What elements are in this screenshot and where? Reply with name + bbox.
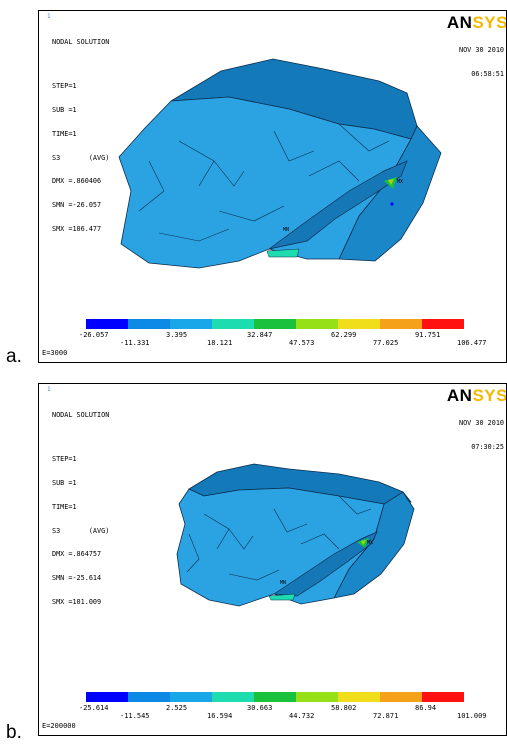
- legend-swatch: [170, 692, 212, 702]
- legend-swatch: [86, 692, 128, 702]
- clock-label: 07:30:25: [471, 442, 504, 451]
- stress-contour-model[interactable]: MX MN: [39, 11, 507, 311]
- mx-marker: MX: [397, 179, 403, 185]
- sub-label: SUB =1: [52, 106, 77, 115]
- dmx-label: DMX =.864757: [52, 550, 102, 559]
- panel-b-caption: b.: [6, 722, 22, 743]
- legend-swatch: [128, 692, 170, 702]
- legend-swatch: [338, 692, 380, 702]
- smx-label: SMX =106.477: [52, 224, 102, 233]
- legend-swatch: [296, 692, 338, 702]
- time-label: TIME=1: [52, 129, 77, 138]
- legend-tick-label: 72.871: [373, 712, 399, 720]
- timestamp: NOV 30 2010 07:30:25: [459, 404, 504, 467]
- timestamp: NOV 30 2010 06:58:51: [459, 31, 504, 94]
- legend-swatch: [296, 319, 338, 329]
- legend-swatch: [380, 692, 422, 702]
- legend-tick-label: 16.594: [207, 712, 233, 720]
- legend-swatch: [170, 319, 212, 329]
- legend-tick-label: -11.545: [120, 712, 150, 720]
- legend-tick-label: 106.477: [457, 339, 487, 347]
- legend-tick-label: 3.395: [166, 331, 188, 339]
- legend-tick-label: 77.025: [373, 339, 399, 347]
- dmx-label: DMX =.860406: [52, 177, 102, 186]
- window-number: 1: [47, 13, 51, 20]
- legend-tick-label: 47.573: [289, 339, 315, 347]
- mn-marker: MN: [280, 580, 286, 586]
- stress-contour-model[interactable]: MX MN: [39, 384, 507, 684]
- step-label: STEP=1: [52, 82, 77, 91]
- legend-tick-label: 91.751: [415, 331, 441, 339]
- plot-title: NODAL SOLUTION: [52, 410, 110, 419]
- ansys-logo: ANSYS: [446, 386, 507, 405]
- plot-title: NODAL SOLUTION: [52, 37, 110, 46]
- elastic-modulus-label: E=200000: [42, 722, 76, 730]
- legend-swatch: [212, 692, 254, 702]
- mx-marker: MX: [367, 540, 373, 546]
- date-label: NOV 30 2010: [458, 418, 504, 427]
- result-label: S3 (AVG): [52, 526, 110, 535]
- legend-swatch: [422, 692, 464, 702]
- smx-label: SMX =101.009: [52, 597, 102, 606]
- result-label: S3 (AVG): [52, 153, 110, 162]
- mn-marker: MN: [283, 227, 289, 233]
- elastic-modulus-label: E=3000: [42, 349, 68, 357]
- legend-swatch: [128, 319, 170, 329]
- legend-tick-label: 58.802: [331, 704, 357, 712]
- legend-tick-label: -25.614: [79, 704, 109, 712]
- step-label: STEP=1: [52, 455, 77, 464]
- legend-tick-label: 32.847: [247, 331, 273, 339]
- contour-legend-bar: [86, 319, 464, 329]
- legend-swatch: [422, 319, 464, 329]
- legend-swatch: [380, 319, 422, 329]
- clock-label: 06:58:51: [471, 69, 504, 78]
- panel-a-caption: a.: [6, 346, 22, 367]
- time-label: TIME=1: [52, 502, 77, 511]
- legend-swatch: [254, 692, 296, 702]
- legend-tick-label: 2.525: [166, 704, 188, 712]
- info-block: NODAL SOLUTION STEP=1 SUB =1 TIME=1 S3 (…: [52, 396, 109, 622]
- legend-swatch: [212, 319, 254, 329]
- contour-legend-bar: [86, 692, 464, 702]
- legend-tick-label: 18.121: [207, 339, 233, 347]
- info-block: NODAL SOLUTION STEP=1 SUB =1 TIME=1 S3 (…: [52, 23, 109, 249]
- ansys-viewport-b[interactable]: 1 NODAL SOLUTION STEP=1 SUB =1 TIME=1 S3…: [38, 383, 507, 736]
- legend-tick-label: 30.663: [247, 704, 273, 712]
- window-number: 1: [47, 386, 51, 393]
- sub-label: SUB =1: [52, 479, 77, 488]
- legend-swatch: [338, 319, 380, 329]
- legend-tick-label: -11.331: [120, 339, 150, 347]
- legend-tick-label: 101.009: [457, 712, 487, 720]
- date-label: NOV 30 2010: [458, 45, 504, 54]
- ansys-viewport-a[interactable]: 1 NODAL SOLUTION STEP=1 SUB =1 TIME=1 S3…: [38, 10, 507, 363]
- smn-label: SMN =-25.614: [52, 573, 102, 582]
- ansys-logo: ANSYS: [446, 13, 507, 32]
- legend-tick-label: 44.732: [289, 712, 315, 720]
- legend-swatch: [254, 319, 296, 329]
- legend-tick-label: 86.94: [415, 704, 437, 712]
- legend-swatch: [86, 319, 128, 329]
- legend-tick-label: -26.057: [79, 331, 109, 339]
- smn-label: SMN =-26.057: [52, 200, 102, 209]
- legend-tick-label: 62.299: [331, 331, 357, 339]
